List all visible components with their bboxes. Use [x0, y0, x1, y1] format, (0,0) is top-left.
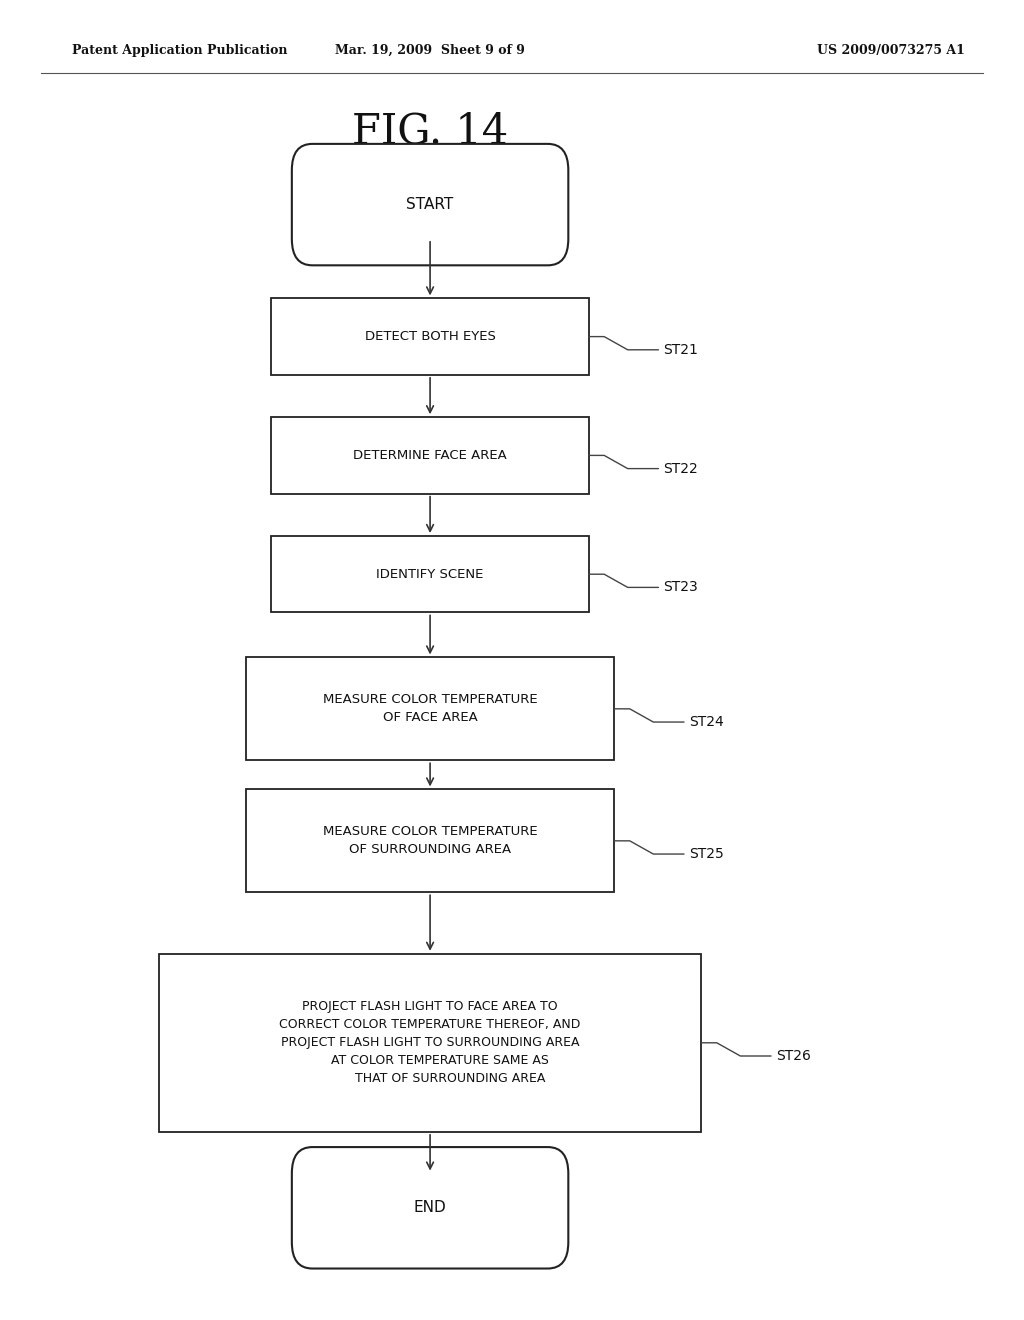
Text: ST21: ST21 [664, 343, 698, 356]
Text: MEASURE COLOR TEMPERATURE
OF SURROUNDING AREA: MEASURE COLOR TEMPERATURE OF SURROUNDING… [323, 825, 538, 857]
Text: ST26: ST26 [776, 1049, 811, 1063]
Bar [246, 657, 614, 760]
Text: END: END [414, 1200, 446, 1216]
Text: Patent Application Publication: Patent Application Publication [72, 44, 287, 57]
Bar [271, 536, 589, 612]
Text: ST23: ST23 [664, 581, 698, 594]
Text: US 2009/0073275 A1: US 2009/0073275 A1 [817, 44, 965, 57]
Text: ST25: ST25 [689, 847, 724, 861]
Text: FIG. 14: FIG. 14 [352, 111, 508, 153]
Bar [271, 417, 589, 494]
Text: MEASURE COLOR TEMPERATURE
OF FACE AREA: MEASURE COLOR TEMPERATURE OF FACE AREA [323, 693, 538, 725]
Bar [159, 953, 701, 1133]
Bar [246, 789, 614, 892]
FancyBboxPatch shape [292, 1147, 568, 1269]
Text: Mar. 19, 2009  Sheet 9 of 9: Mar. 19, 2009 Sheet 9 of 9 [335, 44, 525, 57]
FancyBboxPatch shape [292, 144, 568, 265]
Text: DETECT BOTH EYES: DETECT BOTH EYES [365, 330, 496, 343]
Text: ST24: ST24 [689, 715, 724, 729]
Text: IDENTIFY SCENE: IDENTIFY SCENE [377, 568, 483, 581]
Bar [271, 298, 589, 375]
Text: START: START [407, 197, 454, 213]
Text: PROJECT FLASH LIGHT TO FACE AREA TO
CORRECT COLOR TEMPERATURE THEREOF, AND
PROJE: PROJECT FLASH LIGHT TO FACE AREA TO CORR… [280, 1001, 581, 1085]
Text: ST22: ST22 [664, 462, 698, 475]
Text: DETERMINE FACE AREA: DETERMINE FACE AREA [353, 449, 507, 462]
